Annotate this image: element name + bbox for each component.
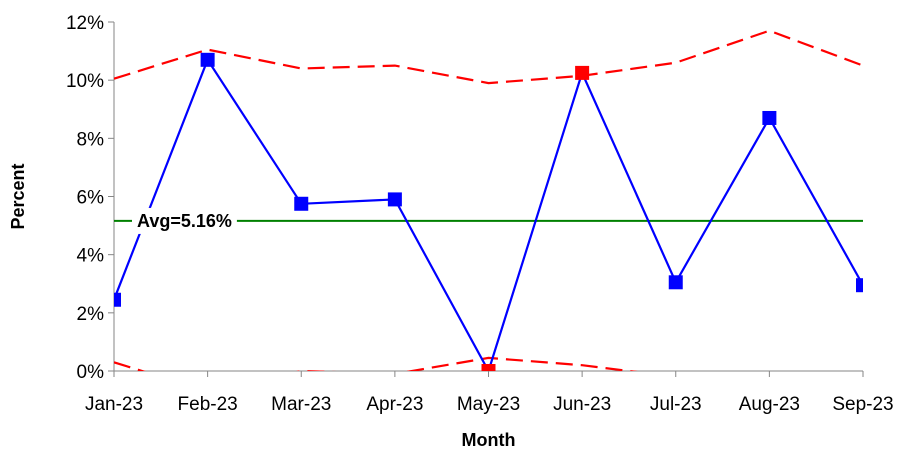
y-tick-label: 6%: [77, 188, 105, 209]
upper-control-limit-line: [114, 29, 863, 85]
data-point: [114, 292, 121, 307]
x-tick-label: Aug-23: [739, 394, 800, 415]
axes: 0% 2% 4% 6% 8% 10% 12% Jan-23 Feb-23 Mar-23 Apr-2…: [66, 13, 894, 415]
data-point: [200, 52, 215, 67]
x-axis-ticks: Jan-23 Feb-23 Mar-23 Apr-23 May-23 Jun-23 Jul-…: [85, 371, 894, 415]
data-point: [762, 110, 777, 125]
y-axis-ticks: 0% 2% 4% 6% 8% 10% 12%: [66, 13, 114, 383]
x-tick-label: May-23: [457, 394, 520, 415]
x-tick-label: Feb-23: [178, 394, 238, 415]
lower-control-limit-line: [114, 356, 638, 371]
x-tick-label: Mar-23: [271, 394, 331, 415]
y-tick-label: 8%: [77, 129, 105, 150]
data-point-out-of-control: [575, 65, 590, 80]
data-point-out-of-control: [481, 364, 496, 371]
data-point: [668, 275, 683, 290]
y-tick-label: 4%: [77, 246, 105, 267]
x-tick-label: Apr-23: [366, 394, 423, 415]
data-point: [856, 278, 863, 293]
x-tick-label: Sep-23: [832, 394, 893, 415]
y-tick-label: 12%: [66, 13, 104, 34]
plot-area: [114, 29, 863, 371]
data-point: [387, 192, 402, 207]
x-tick-label: Jul-23: [650, 394, 702, 415]
y-axis-title: Percent: [8, 163, 28, 229]
data-series-line: [114, 57, 863, 371]
y-tick-label: 10%: [66, 71, 104, 92]
y-tick-label: 0%: [77, 362, 105, 383]
control-limits: [114, 29, 863, 371]
average-label-background: [132, 207, 237, 234]
average-label: Avg=5.16%: [137, 211, 232, 231]
data-series: [114, 52, 863, 371]
y-tick-label: 2%: [77, 304, 105, 325]
data-point: [294, 196, 309, 211]
x-axis-title: Month: [462, 430, 516, 450]
x-tick-label: Jan-23: [85, 394, 143, 415]
x-tick-label: Jun-23: [553, 394, 611, 415]
